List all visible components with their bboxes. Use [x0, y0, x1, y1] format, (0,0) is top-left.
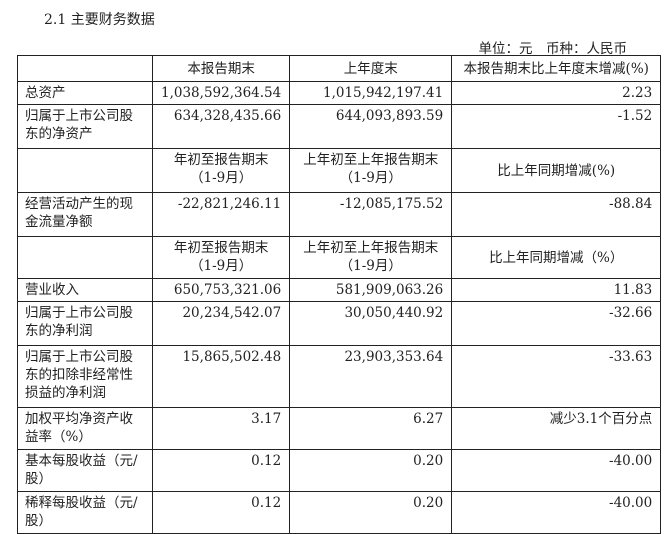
cell-value: 0.20 [289, 449, 453, 492]
cell-value: 634,328,435.66 [151, 104, 291, 149]
cell-value: 2.23 [451, 81, 662, 105]
row-label: 稀释每股收益（元/股） [17, 491, 153, 534]
row-label: 加权平均净资产收益率（%） [17, 407, 153, 450]
column-header [17, 236, 153, 279]
cell-value: 6.27 [289, 407, 453, 450]
financial-data-table: 本报告期末 上年度末 本报告期末比上年度末增减(%) 总资产 1,038,592,364… [17, 55, 662, 534]
column-header: 上年初至上年报告期末 （1-9月） [289, 236, 453, 279]
column-header: 本报告期末比上年度末增减(%) [451, 55, 662, 82]
cell-value: 30,050,440.92 [289, 301, 453, 346]
cell-value: 1,038,592,364.54 [151, 81, 291, 105]
cell-value: -40.00 [451, 449, 662, 492]
cell-value: -12,085,175.52 [289, 192, 453, 237]
column-header: 年初至报告期末 （1-9月） [151, 236, 291, 279]
cell-value: 15,865,502.48 [151, 345, 291, 408]
cell-value: 11.83 [451, 278, 662, 302]
cell-value: -33.63 [451, 345, 662, 408]
cell-value: 23,903,353.64 [289, 345, 453, 408]
row-label: 营业收入 [17, 278, 153, 302]
cell-value: 20,234,542.07 [151, 301, 291, 346]
table-row: 总资产 1,038,592,364.54 1,015,942,197.41 2.23 [17, 81, 662, 105]
header-row: 年初至报告期末 （1-9月） 上年初至上年报告期末 （1-9月） 比上年同期增减（%） [17, 236, 662, 279]
cell-value: 3.17 [151, 407, 291, 450]
column-header: 本报告期末 [151, 55, 291, 82]
cell-value: 0.12 [151, 491, 291, 534]
table-row: 稀释每股收益（元/股） 0.12 0.20 -40.00 [17, 491, 662, 534]
column-header: 上年初至上年报告期末 （1-9月） [289, 148, 453, 193]
row-label: 经营活动产生的现金流量净额 [17, 192, 153, 237]
cell-value: -88.84 [451, 192, 662, 237]
table-row: 归属于上市公司股东的净资产 634,328,435.66 644,093,893.5… [17, 104, 662, 149]
column-header: 比上年同期增减(%) [451, 148, 662, 193]
cell-value: 581,909,063.26 [289, 278, 453, 302]
header-row: 年初至报告期末 （1-9月） 上年初至上年报告期末 （1-9月） 比上年同期增减(%) [17, 148, 662, 193]
cell-value: 减少3.1个百分点 [451, 407, 662, 450]
row-label: 归属于上市公司股东的扣除非经常性损益的净利润 [17, 345, 153, 408]
row-label: 归属于上市公司股东的净资产 [17, 104, 153, 149]
cell-value: -32.66 [451, 301, 662, 346]
column-header: 上年度末 [289, 55, 453, 82]
cell-value: 0.12 [151, 449, 291, 492]
section-title: 2.1 主要财务数据 [44, 12, 155, 28]
column-header: 比上年同期增减（%） [451, 236, 662, 279]
column-header [17, 55, 153, 82]
cell-value: -22,821,246.11 [151, 192, 291, 237]
row-label: 归属于上市公司股东的净利润 [17, 301, 153, 346]
column-header [17, 148, 153, 193]
header-row: 本报告期末 上年度末 本报告期末比上年度末增减(%) [17, 55, 662, 82]
cell-value: 1,015,942,197.41 [289, 81, 453, 105]
row-label: 基本每股收益（元/股） [17, 449, 153, 492]
row-label: 总资产 [17, 81, 153, 105]
cell-value: 0.20 [289, 491, 453, 534]
cell-value: 650,753,321.06 [151, 278, 291, 302]
table-row: 加权平均净资产收益率（%） 3.17 6.27 减少3.1个百分点 [17, 407, 662, 450]
unit-currency-note: 单位：元 币种：人民币 [478, 41, 628, 57]
table-row: 基本每股收益（元/股） 0.12 0.20 -40.00 [17, 449, 662, 492]
cell-value: 644,093,893.59 [289, 104, 453, 149]
table-row: 归属于上市公司股东的扣除非经常性损益的净利润 15,865,502.48 23,90… [17, 345, 662, 408]
table-row: 归属于上市公司股东的净利润 20,234,542.07 30,050,440.92-… [17, 301, 662, 346]
column-header: 年初至报告期末 （1-9月） [151, 148, 291, 193]
cell-value: -40.00 [451, 491, 662, 534]
table-row: 营业收入 650,753,321.06 581,909,063.26 11.83 [17, 278, 662, 302]
table-row: 经营活动产生的现金流量净额 -22,821,246.11 -12,085,175.5… [17, 192, 662, 237]
cell-value: -1.52 [451, 104, 662, 149]
